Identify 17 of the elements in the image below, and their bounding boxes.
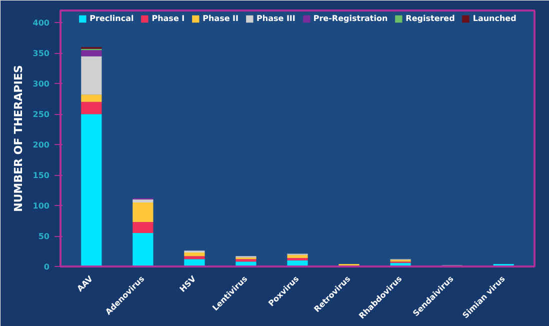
legend-label: Phase III	[256, 14, 296, 23]
y-tick-label: 200	[32, 140, 50, 150]
y-tick-label: 400	[32, 18, 50, 28]
y-tick-label: 350	[32, 49, 50, 58]
y-tick-label: 0	[44, 262, 50, 272]
y-tick-label: 250	[32, 110, 50, 120]
legend-label: Launched	[472, 14, 516, 23]
y-tick-label: 300	[32, 80, 50, 89]
y-tick-label: 150	[32, 171, 50, 180]
legend-label: Pre-Registration	[313, 14, 388, 23]
legend-label: Phase I	[152, 14, 185, 23]
legend-label: Preclincal	[90, 14, 134, 23]
legend-label: Registered	[406, 14, 455, 23]
legend-label: Phase II	[202, 14, 239, 23]
y-axis-title: NUMBER OF THERAPIES	[12, 65, 25, 212]
y-tick-label: 50	[38, 232, 50, 242]
y-tick-label: 100	[32, 202, 50, 211]
